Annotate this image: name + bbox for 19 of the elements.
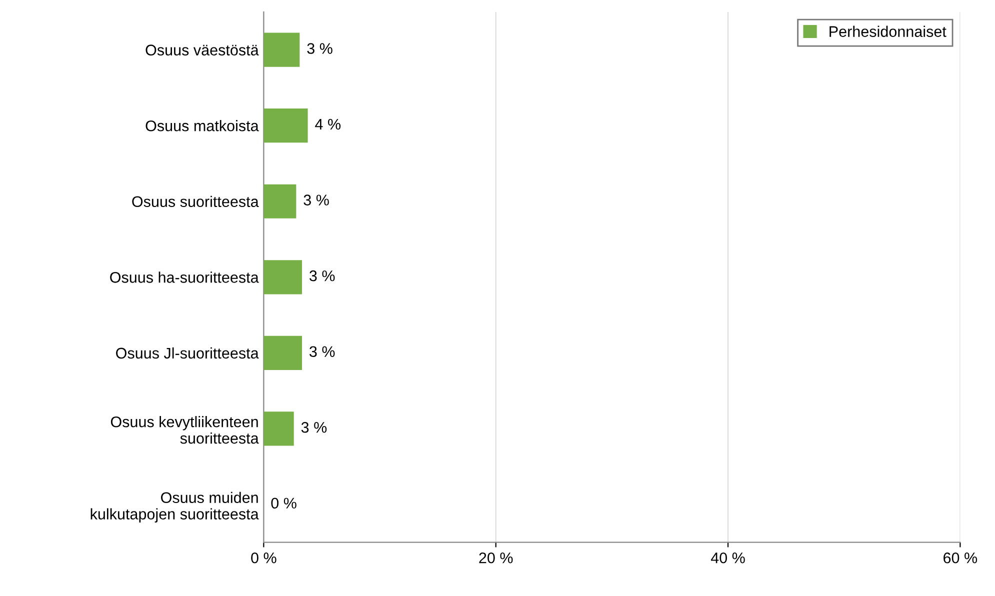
x-tick-label: 20 % bbox=[479, 552, 513, 564]
data-label: 3 % bbox=[310, 346, 335, 358]
x-tick-label: 40 % bbox=[710, 552, 745, 564]
data-label: 3 % bbox=[310, 270, 335, 282]
data-label: 3 % bbox=[304, 194, 329, 206]
data-label: 3 % bbox=[307, 43, 332, 54]
y-tick-label: Osuus muiden kulkutapojen suoritteesta bbox=[90, 492, 259, 523]
y-tick-label: Osuus suoritteesta bbox=[132, 196, 259, 208]
data-label: 0 % bbox=[271, 498, 296, 509]
y-tick-label: Osuus ha-suoritteesta bbox=[110, 272, 259, 283]
data-label: 4 % bbox=[315, 118, 341, 130]
x-tick-label: 0 % bbox=[251, 552, 276, 564]
data-label: 3 % bbox=[301, 422, 327, 433]
legend-label: Perhesidonnaiset bbox=[830, 26, 946, 37]
y-tick-label: Osuus väestöstä bbox=[146, 44, 259, 56]
x-tick-label: 60 % bbox=[944, 552, 978, 564]
y-tick-label: Osuus Jl-suoritteesta bbox=[116, 347, 259, 359]
y-tick-label: Osuus matkoista bbox=[146, 120, 259, 132]
y-tick-label: Osuus kevytliikenteen suoritteesta bbox=[110, 416, 259, 444]
